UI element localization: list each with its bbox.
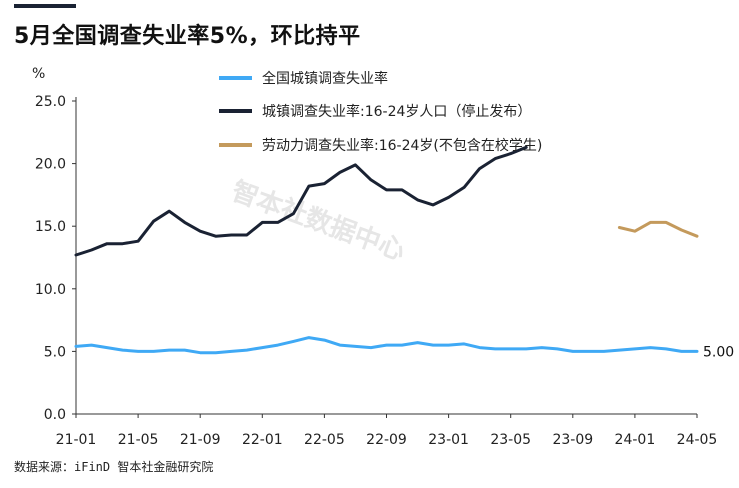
legend-label-0: 全国城镇调查失业率 [262, 70, 388, 87]
chart-axes: % 0.0 5.0 10.0 15.0 20.0 25.0 21-01 21-05 21-09 22… [32, 66, 717, 448]
series-line-0 [74, 336, 699, 355]
x-tick-label: 21-09 [180, 432, 221, 448]
x-tick-label: 21-01 [56, 432, 97, 448]
x-tick-label: 24-05 [677, 432, 718, 448]
end-value-label: 5.00 [703, 344, 734, 360]
series-line-1 [74, 145, 528, 257]
x-tick-label: 22-01 [242, 432, 283, 448]
chart-lines: 5.00 [74, 145, 734, 360]
title-accent-bar [14, 4, 76, 8]
x-tick-label: 22-05 [304, 432, 345, 448]
chart-title: 5月全国调查失业率5%，环比持平 [14, 24, 361, 49]
y-tick-label: 20.0 [35, 157, 66, 173]
x-tick-label: 23-01 [428, 432, 469, 448]
y-tick-label: 25.0 [35, 94, 66, 110]
data-source-note: 数据来源：iFinD 智本社金融研究院 [14, 460, 214, 474]
x-tick-label: 21-05 [118, 432, 159, 448]
legend-label-1: 城镇调查失业率:16-24岁人口（停止发布） [262, 103, 531, 120]
x-tick-label: 23-09 [552, 432, 593, 448]
series-line-2 [617, 220, 699, 238]
y-tick-label: 10.0 [35, 282, 66, 298]
legend-label-2: 劳动力调查失业率:16-24岁(不包含在校学生) [262, 137, 542, 154]
x-tick-label: 24-01 [615, 432, 656, 448]
y-tick-label: 15.0 [35, 219, 66, 235]
watermark: 智本社数据中心 [228, 175, 410, 266]
x-tick-label: 22-09 [366, 432, 407, 448]
y-axis-unit: % [32, 66, 45, 82]
x-tick-label: 23-05 [490, 432, 531, 448]
y-tick-label: 5.0 [44, 344, 66, 360]
y-tick-label: 0.0 [44, 407, 66, 423]
